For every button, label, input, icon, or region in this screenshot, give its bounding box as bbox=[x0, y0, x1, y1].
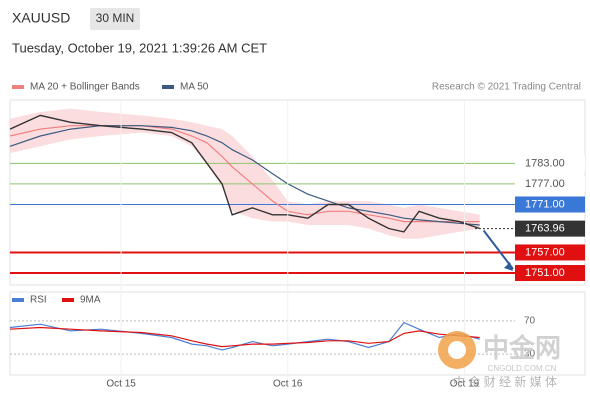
legend-label: 9MA bbox=[80, 295, 101, 306]
legend-swatch bbox=[62, 298, 74, 302]
watermark-brand: 中金网 bbox=[483, 333, 561, 363]
level-label-box bbox=[515, 220, 585, 237]
timeframe-box[interactable] bbox=[90, 8, 140, 30]
watermark-slogan: 中 金 财 经 新 媒 体 bbox=[453, 374, 557, 389]
credit: Research © 2021 Trading Central bbox=[432, 82, 581, 93]
forecast-arrow-head bbox=[504, 262, 513, 272]
watermark-site: CNGOLD.COM.CN bbox=[488, 364, 557, 373]
price-line bbox=[9, 114, 480, 233]
forecast-arrow bbox=[482, 229, 514, 270]
level-label: 1757.00 bbox=[525, 246, 565, 258]
timestamp: Tuesday, October 19, 2021 1:39:26 AM CET bbox=[12, 40, 267, 55]
legend-label: MA 20 + Bollinger Bands bbox=[30, 82, 140, 93]
level-label-box bbox=[515, 175, 585, 192]
symbol: XAUUSD bbox=[12, 10, 70, 26]
bollinger-band bbox=[10, 108, 480, 239]
y-tick-label: 70 bbox=[524, 316, 536, 327]
x-tick-label: Oct 16 bbox=[273, 379, 303, 390]
level-label-box bbox=[515, 196, 585, 213]
series-line bbox=[9, 125, 480, 226]
watermark: 中金网 CNGOLD.COM.CN 中 金 财 经 新 媒 体 bbox=[438, 331, 561, 389]
level-label: 1783.00 bbox=[525, 157, 565, 169]
x-tick-label: Oct 19 bbox=[450, 379, 480, 390]
level-label-box bbox=[515, 244, 585, 261]
price-panel bbox=[9, 99, 586, 286]
level-label: 1771.00 bbox=[525, 198, 565, 210]
y-tick-label: 30 bbox=[524, 349, 536, 360]
legend-label: MA 50 bbox=[180, 82, 209, 93]
level-label: 1777.00 bbox=[525, 178, 565, 190]
x-tick-label: Oct 15 bbox=[106, 379, 136, 390]
rsi-panel bbox=[9, 291, 586, 376]
watermark-logo-inner bbox=[448, 341, 466, 359]
level-label: 1751.00 bbox=[525, 267, 565, 279]
level-label-box bbox=[515, 265, 585, 282]
series-line bbox=[9, 326, 480, 348]
legend-swatch bbox=[162, 85, 174, 89]
legend-label: RSI bbox=[30, 295, 47, 306]
level-label: 1763.96 bbox=[525, 223, 565, 235]
timeframe[interactable]: 30 MIN bbox=[96, 11, 135, 25]
legend-swatch bbox=[12, 85, 24, 89]
level-label-box bbox=[515, 155, 585, 172]
legend-swatch bbox=[12, 298, 24, 302]
